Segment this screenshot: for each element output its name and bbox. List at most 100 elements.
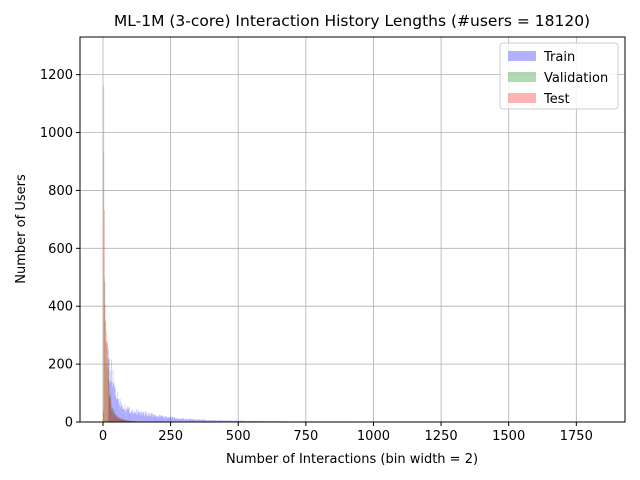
- bar-train: [262, 420, 264, 422]
- bar-validation: [106, 344, 107, 422]
- bar-test: [108, 396, 110, 422]
- bar-train: [152, 414, 153, 422]
- bar-train: [214, 420, 216, 422]
- bar-validation: [115, 414, 117, 422]
- x-tick-label: 1000: [357, 429, 390, 444]
- bar-train: [136, 415, 138, 422]
- bar-train: [174, 419, 176, 422]
- bar-train: [194, 419, 196, 422]
- bar-train: [168, 417, 170, 422]
- bar-train: [190, 419, 192, 422]
- bar-validation: [105, 364, 107, 422]
- bar-train: [127, 406, 128, 422]
- bar-train: [170, 417, 171, 422]
- bar-train: [120, 407, 121, 422]
- bar-test: [110, 397, 111, 422]
- bar-train: [131, 410, 132, 422]
- bar-train: [197, 420, 198, 422]
- bar-train: [159, 414, 160, 422]
- bar-train: [185, 419, 187, 422]
- bar-train: [251, 420, 253, 422]
- bar-validation: [127, 420, 128, 422]
- bar-validation: [125, 420, 126, 422]
- bar-validation: [113, 410, 115, 422]
- bar-train: [242, 420, 244, 422]
- bar-train: [191, 419, 193, 422]
- bar-train: [174, 417, 175, 422]
- bar-train: [204, 420, 205, 422]
- bar-train: [152, 417, 154, 422]
- y-tick-label: 1000: [40, 126, 73, 141]
- bar-train: [206, 420, 208, 422]
- bar-validation: [124, 420, 126, 422]
- bar-test: [115, 416, 117, 422]
- bar-test: [107, 344, 108, 422]
- bar-train: [250, 420, 251, 422]
- bar-train: [258, 420, 259, 422]
- y-tick-label: 400: [48, 300, 73, 315]
- bar-train: [264, 420, 265, 422]
- bar-train: [159, 417, 161, 422]
- bar-train: [131, 411, 133, 422]
- bar-train: [202, 419, 204, 422]
- bar-train: [125, 411, 127, 422]
- bar-validation: [118, 417, 119, 422]
- bar-train: [197, 419, 199, 422]
- bar-validation: [125, 419, 127, 422]
- bar-train: [160, 416, 162, 422]
- bar-train: [256, 420, 257, 422]
- bar-validation: [114, 412, 115, 422]
- bar-validation: [130, 420, 132, 422]
- bar-train: [115, 399, 117, 422]
- bar-train: [233, 420, 235, 422]
- bar-train: [254, 420, 256, 422]
- bar-train: [113, 383, 114, 422]
- bar-train: [238, 420, 240, 422]
- bar-train: [209, 420, 211, 422]
- bar-test: [102, 409, 104, 422]
- chart-title: ML-1M (3-core) Interaction History Lengt…: [114, 12, 590, 30]
- bar-train: [240, 420, 241, 422]
- bar-train: [135, 413, 137, 422]
- bar-train: [134, 412, 136, 422]
- bar-test: [128, 420, 130, 422]
- bar-test: [114, 415, 115, 422]
- bar-train: [138, 412, 139, 422]
- bar-validation: [112, 407, 113, 422]
- bar-train: [187, 419, 189, 422]
- bar-train: [180, 419, 182, 422]
- bar-validation: [111, 407, 113, 422]
- bar-train: [237, 420, 238, 422]
- bar-train: [160, 415, 161, 422]
- bar-validation: [120, 419, 121, 422]
- bar-train: [145, 411, 146, 422]
- bar-test: [131, 420, 132, 422]
- x-tick-label: 1750: [560, 429, 593, 444]
- bar-train: [167, 416, 169, 422]
- bar-test: [119, 417, 120, 422]
- legend: Train Validation Test: [499, 42, 619, 110]
- bar-train: [141, 415, 143, 422]
- x-tick-label: 500: [226, 429, 251, 444]
- bar-train: [114, 388, 115, 422]
- bar-train: [171, 416, 173, 422]
- y-tick-label: 0: [65, 416, 73, 431]
- bar-test: [103, 85, 105, 422]
- bar-train: [190, 418, 191, 422]
- bar-train: [243, 420, 245, 422]
- bar-train: [150, 414, 151, 422]
- bar-train: [172, 416, 173, 422]
- bar-train: [122, 408, 124, 422]
- bar-test: [124, 420, 126, 422]
- bar-validation: [130, 420, 131, 422]
- bar-train: [253, 420, 255, 422]
- bar-train: [185, 419, 186, 422]
- bar-test: [126, 420, 128, 422]
- bar-train: [193, 419, 194, 422]
- bar-test: [121, 418, 122, 422]
- bar-train: [219, 420, 221, 422]
- bar-train: [211, 420, 213, 422]
- bar-train: [120, 402, 122, 422]
- bar-train: [139, 414, 141, 422]
